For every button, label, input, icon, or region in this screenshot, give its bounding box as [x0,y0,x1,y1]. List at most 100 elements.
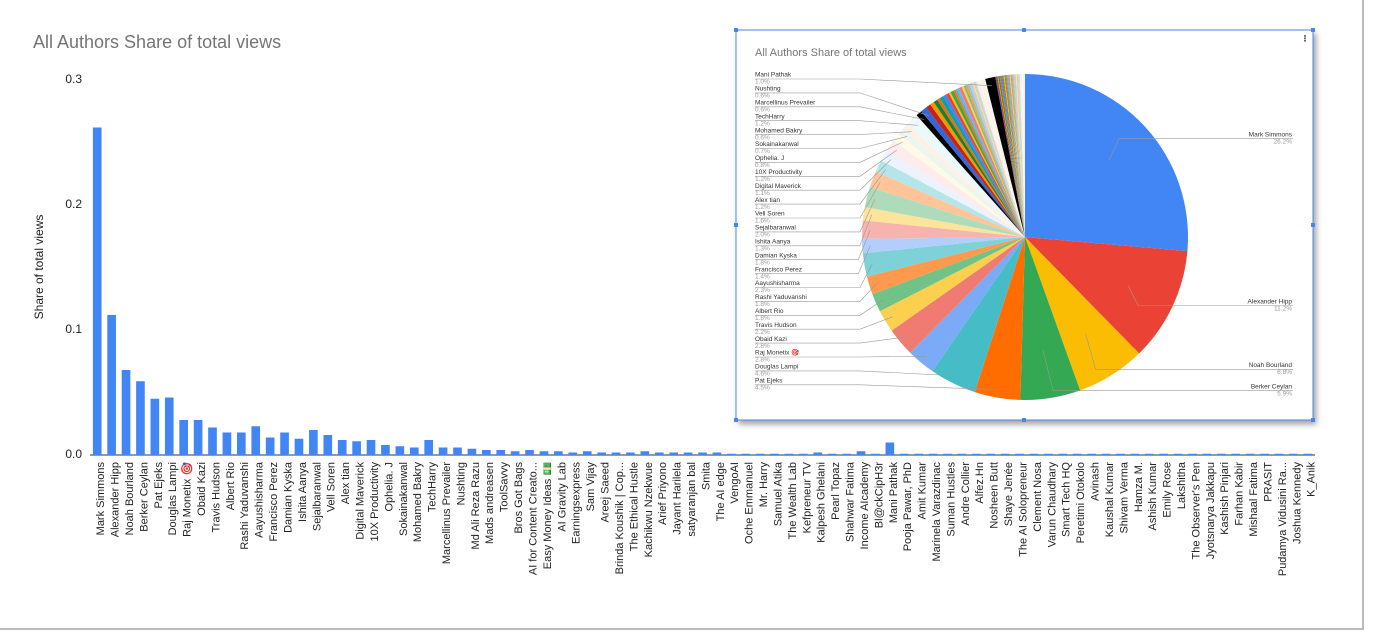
leader-line [755,299,884,316]
x-tick-label: K_Anik [1306,462,1318,497]
pie-slice [943,94,1025,237]
slice-label: Mohamed Bakry [755,127,803,134]
bar [337,440,347,455]
bar [438,447,448,455]
x-tick-label: ToolSavvy [499,462,511,513]
pie-slice [1001,75,1025,237]
bar [150,398,160,455]
leader-line [755,136,908,149]
x-tick-label: Mr. Harry [758,462,770,508]
bar [871,453,880,455]
x-tick-label: Francisco Perez [268,462,280,541]
slice-value-label: 1.8% [755,315,770,322]
pie-slice [965,84,1025,237]
slice-value-label: 11.2% [1274,305,1292,312]
slice-value-label: 2.8% [755,343,770,350]
x-tick-label: Damian Kyska [282,461,294,533]
resize-handle [734,418,738,422]
pie-slice [932,237,1025,393]
bar [309,430,318,455]
x-tick-label: Smita [700,461,712,490]
bar [654,452,664,455]
bar [121,370,131,455]
pie-slice [985,76,1025,237]
leader-line [755,263,873,288]
bar [640,451,650,455]
x-tick-label: The Wealth Lab [787,462,799,539]
x-tick-label: Earningsexpress [571,462,583,544]
slice-value-label: 1.3% [755,246,770,253]
resize-handle [1311,418,1315,422]
bar [1015,453,1024,455]
x-tick-label: Shivam Verma [1118,461,1130,533]
slice-value-label: 0.8% [755,162,770,169]
pie-slice [999,75,1025,237]
pie-slice [1002,75,1025,237]
pie-slice [1022,74,1025,237]
bar [784,453,794,455]
x-tick-label: Ishita Aanya [297,461,309,522]
slice-label: Nushting [755,86,781,93]
slice-label: Sejalbaranwal [755,225,796,232]
x-tick-label: Suman Hustles [945,462,957,537]
y-axis-label: Share of total views [32,215,46,320]
slice-label: Raj Monetix 🎯 [755,349,799,357]
resize-handle [1022,28,1026,32]
bar [582,451,592,455]
x-tick-label: Mishaal Fatima [1248,461,1260,536]
pie-slice [910,237,1025,372]
leader-line [1108,138,1293,161]
bar [1144,453,1154,455]
slice-value-label: 1.2% [755,176,770,183]
pie-slice [872,237,1025,312]
bar [986,453,996,455]
x-tick-label: Sokainakanwal [398,462,410,536]
bar [453,447,462,455]
bar [683,452,693,455]
x-tick-label: The Ethical Hustle [628,462,640,551]
x-tick-label: Travis Hudson [210,462,222,533]
pie-slice [921,107,1025,237]
slice-value-label: 1.2% [755,120,770,127]
x-tick-label: Mark Simmons [95,462,107,536]
bar [381,445,390,455]
pie-slice [891,237,1025,353]
bar [885,442,895,455]
bar [1159,453,1168,455]
pie-slice [974,237,1025,400]
x-tick-label: Mani Pathak [888,462,900,524]
x-tick-label: Raj Monetix 🎯 [181,462,194,537]
bar [1000,453,1010,455]
x-tick-label: Amit Kumar [917,462,929,520]
slice-label: Obaid Kazi [755,336,787,343]
x-tick-label: Sejalbaranwal [311,462,323,531]
pie-slice [955,88,1025,237]
x-tick-label: Pooja Pawar, PhD [902,462,914,551]
slice-label: Noah Bourland [1249,362,1293,369]
pie-slice [1017,74,1025,237]
pie-slice [1013,74,1025,237]
x-tick-label: Marinela Varazdinac [931,462,943,562]
bar [799,453,808,455]
leader-line [755,229,871,261]
bar [957,453,967,455]
x-tick-label: Noah Bourland [124,462,136,535]
x-tick-label: AI Gravity Lab [556,462,568,532]
pie-slice [1009,74,1025,237]
slice-label: Vell Soren [755,211,785,218]
x-tick-label: TechHarry [427,462,439,513]
bar [1274,453,1284,455]
bar [179,420,188,455]
x-tick-label: Nushting [455,462,467,505]
pie-slice [1010,74,1025,237]
bar [482,450,491,455]
pie-slice [1025,237,1188,354]
bar [496,450,506,455]
y-tick-label: 0.0 [65,447,82,461]
bar [597,452,606,455]
slice-label: Pat Ejeks [755,378,783,385]
pie-slice [967,83,1025,237]
bar [1072,453,1082,455]
x-tick-label: Hamza M. [1133,462,1145,512]
pie-slice [879,237,1025,331]
